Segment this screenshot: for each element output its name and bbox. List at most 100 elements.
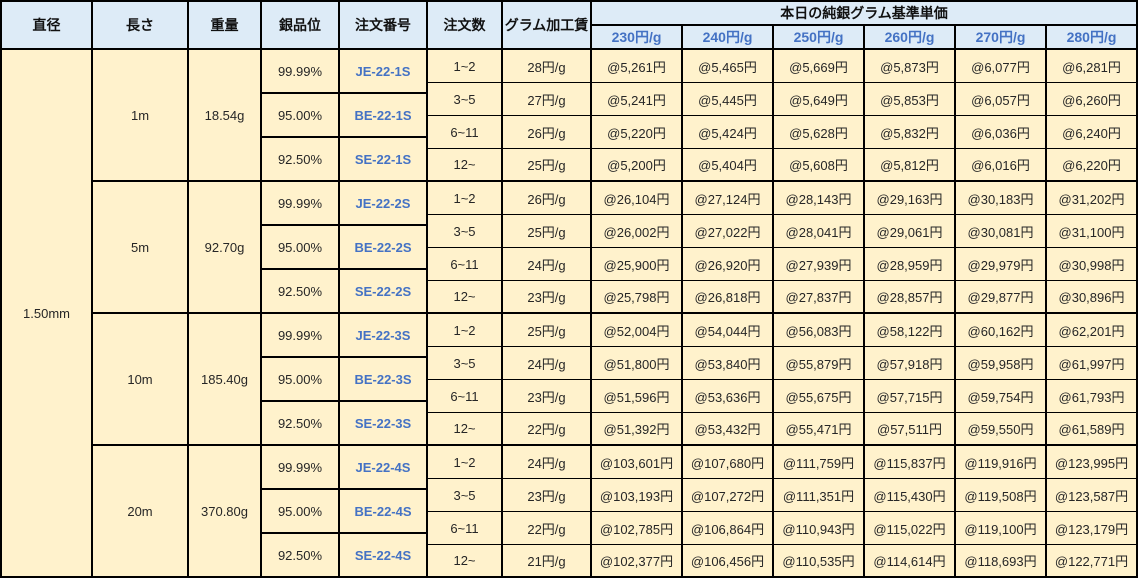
order-number-cell: SE-22-2S — [340, 270, 428, 314]
price-cell: @26,818円 — [683, 281, 774, 314]
price-cell: @123,587円 — [1047, 479, 1138, 512]
order-qty-cell: 3~5 — [428, 479, 503, 512]
length-cell: 5m — [93, 182, 189, 314]
price-cell: @106,864円 — [683, 512, 774, 545]
gram-fee-cell: 28円/g — [503, 50, 592, 83]
order-qty-cell: 3~5 — [428, 347, 503, 380]
price-cell: @5,465円 — [683, 50, 774, 83]
price-cell: @30,998円 — [1047, 248, 1138, 281]
price-cell: @51,392円 — [592, 413, 683, 446]
header-order-qty: 注文数 — [428, 2, 503, 50]
order-qty-cell: 6~11 — [428, 116, 503, 149]
order-qty-cell: 12~ — [428, 281, 503, 314]
price-cell: @6,220円 — [1047, 149, 1138, 182]
purity-cell: 92.50% — [262, 534, 340, 578]
header-diameter: 直径 — [2, 2, 93, 50]
header-order-number: 注文番号 — [340, 2, 428, 50]
price-cell: @53,636円 — [683, 380, 774, 413]
purity-cell: 92.50% — [262, 402, 340, 446]
price-cell: @102,377円 — [592, 545, 683, 578]
price-cell: @29,877円 — [956, 281, 1047, 314]
price-cell: @59,958円 — [956, 347, 1047, 380]
price-cell: @115,430円 — [865, 479, 956, 512]
price-cell: @51,800円 — [592, 347, 683, 380]
price-cell: @5,404円 — [683, 149, 774, 182]
order-number-cell: SE-22-3S — [340, 402, 428, 446]
length-cell: 1m — [93, 50, 189, 182]
price-cell: @57,511円 — [865, 413, 956, 446]
price-cell: @27,939円 — [774, 248, 865, 281]
order-number-cell: BE-22-1S — [340, 94, 428, 138]
order-number-cell: BE-22-3S — [340, 358, 428, 402]
price-cell: @61,997円 — [1047, 347, 1138, 380]
weight-cell: 185.40g — [189, 314, 262, 446]
price-cell: @26,002円 — [592, 215, 683, 248]
price-cell: @57,918円 — [865, 347, 956, 380]
price-cell: @6,077円 — [956, 50, 1047, 83]
gram-fee-cell: 25円/g — [503, 314, 592, 347]
gram-fee-cell: 23円/g — [503, 281, 592, 314]
header-price-col-270: 270円/g — [956, 26, 1047, 50]
price-cell: @59,550円 — [956, 413, 1047, 446]
price-cell: @26,920円 — [683, 248, 774, 281]
gram-fee-cell: 25円/g — [503, 149, 592, 182]
price-cell: @115,837円 — [865, 446, 956, 479]
price-cell: @53,840円 — [683, 347, 774, 380]
order-qty-cell: 1~2 — [428, 50, 503, 83]
length-cell: 10m — [93, 314, 189, 446]
gram-fee-cell: 23円/g — [503, 479, 592, 512]
order-number-cell: JE-22-3S — [340, 314, 428, 358]
gram-fee-cell: 25円/g — [503, 215, 592, 248]
price-cell: @59,754円 — [956, 380, 1047, 413]
purity-cell: 99.99% — [262, 314, 340, 358]
price-cell: @5,669円 — [774, 50, 865, 83]
price-cell: @5,873円 — [865, 50, 956, 83]
price-cell: @28,857円 — [865, 281, 956, 314]
price-cell: @5,812円 — [865, 149, 956, 182]
gram-fee-cell: 21円/g — [503, 545, 592, 578]
price-cell: @123,179円 — [1047, 512, 1138, 545]
price-cell: @110,943円 — [774, 512, 865, 545]
order-number-cell: BE-22-4S — [340, 490, 428, 534]
price-cell: @62,201円 — [1047, 314, 1138, 347]
header-price-col-260: 260円/g — [865, 26, 956, 50]
price-cell: @30,183円 — [956, 182, 1047, 215]
price-cell: @5,628円 — [774, 116, 865, 149]
price-cell: @5,241円 — [592, 83, 683, 116]
price-cell: @55,675円 — [774, 380, 865, 413]
price-cell: @106,456円 — [683, 545, 774, 578]
price-cell: @114,614円 — [865, 545, 956, 578]
price-cell: @5,608円 — [774, 149, 865, 182]
diameter-cell: 1.50mm — [2, 50, 93, 578]
price-cell: @5,220円 — [592, 116, 683, 149]
purity-cell: 99.99% — [262, 50, 340, 94]
purity-cell: 95.00% — [262, 490, 340, 534]
price-cell: @27,837円 — [774, 281, 865, 314]
price-cell: @6,281円 — [1047, 50, 1138, 83]
header-gram-fee: グラム加工賃 — [503, 2, 592, 50]
price-cell: @107,680円 — [683, 446, 774, 479]
weight-cell: 18.54g — [189, 50, 262, 182]
order-qty-cell: 1~2 — [428, 314, 503, 347]
order-number-cell: JE-22-4S — [340, 446, 428, 490]
price-cell: @122,771円 — [1047, 545, 1138, 578]
weight-cell: 92.70g — [189, 182, 262, 314]
order-qty-cell: 6~11 — [428, 248, 503, 281]
purity-cell: 95.00% — [262, 226, 340, 270]
price-cell: @119,100円 — [956, 512, 1047, 545]
price-cell: @5,261円 — [592, 50, 683, 83]
price-cell: @27,022円 — [683, 215, 774, 248]
price-cell: @107,272円 — [683, 479, 774, 512]
header-weight: 重量 — [189, 2, 262, 50]
order-number-cell: BE-22-2S — [340, 226, 428, 270]
price-cell: @28,959円 — [865, 248, 956, 281]
price-cell: @111,351円 — [774, 479, 865, 512]
purity-cell: 92.50% — [262, 270, 340, 314]
purity-cell: 99.99% — [262, 446, 340, 490]
order-qty-cell: 1~2 — [428, 446, 503, 479]
price-cell: @5,832円 — [865, 116, 956, 149]
header-purity: 銀品位 — [262, 2, 340, 50]
price-cell: @118,693円 — [956, 545, 1047, 578]
header-price-col-280: 280円/g — [1047, 26, 1138, 50]
